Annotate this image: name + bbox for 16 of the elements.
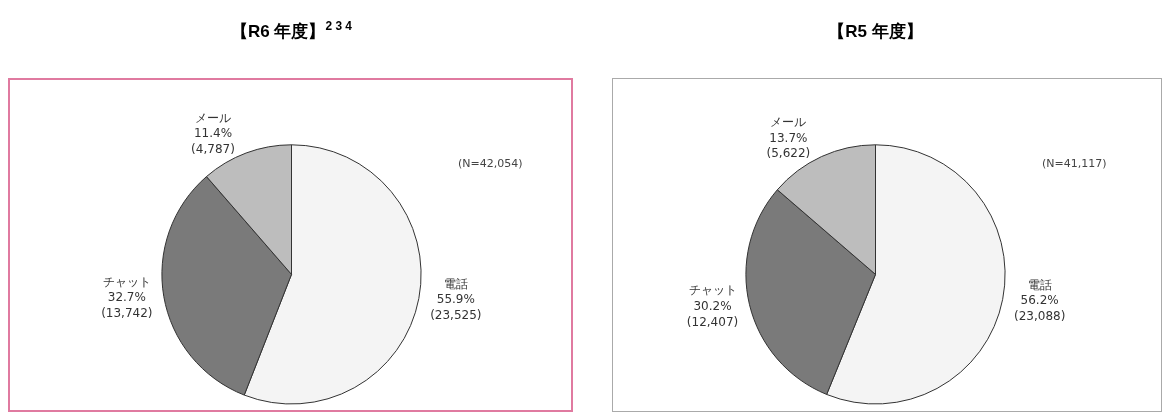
data-label: 32.7% (13,742) <box>101 290 153 320</box>
slice-label: 電話 <box>1027 277 1052 292</box>
data-label: 30.2% (12,407) <box>686 298 739 329</box>
text: (N=42,054) <box>458 157 523 170</box>
data-label: 11.4% (4,787) <box>191 126 235 156</box>
data-label: 55.9% (23,525) <box>430 292 482 322</box>
slice-label: メール <box>770 115 807 130</box>
slice-label: チャット <box>688 283 737 298</box>
data-label: 56.2% (23,088) <box>1013 293 1066 323</box>
data-label: 13.7% (5,622) <box>766 130 811 161</box>
text: (N=41,117) <box>1042 157 1107 170</box>
slice-label: メール <box>194 110 231 125</box>
slice-label: チャット <box>102 274 151 289</box>
chart-title: 【R5 年度】 <box>828 21 923 41</box>
chart-title: 【R6 年度】$^{2 3 4}$ <box>231 18 353 41</box>
slice-label: 電話 <box>443 276 468 291</box>
